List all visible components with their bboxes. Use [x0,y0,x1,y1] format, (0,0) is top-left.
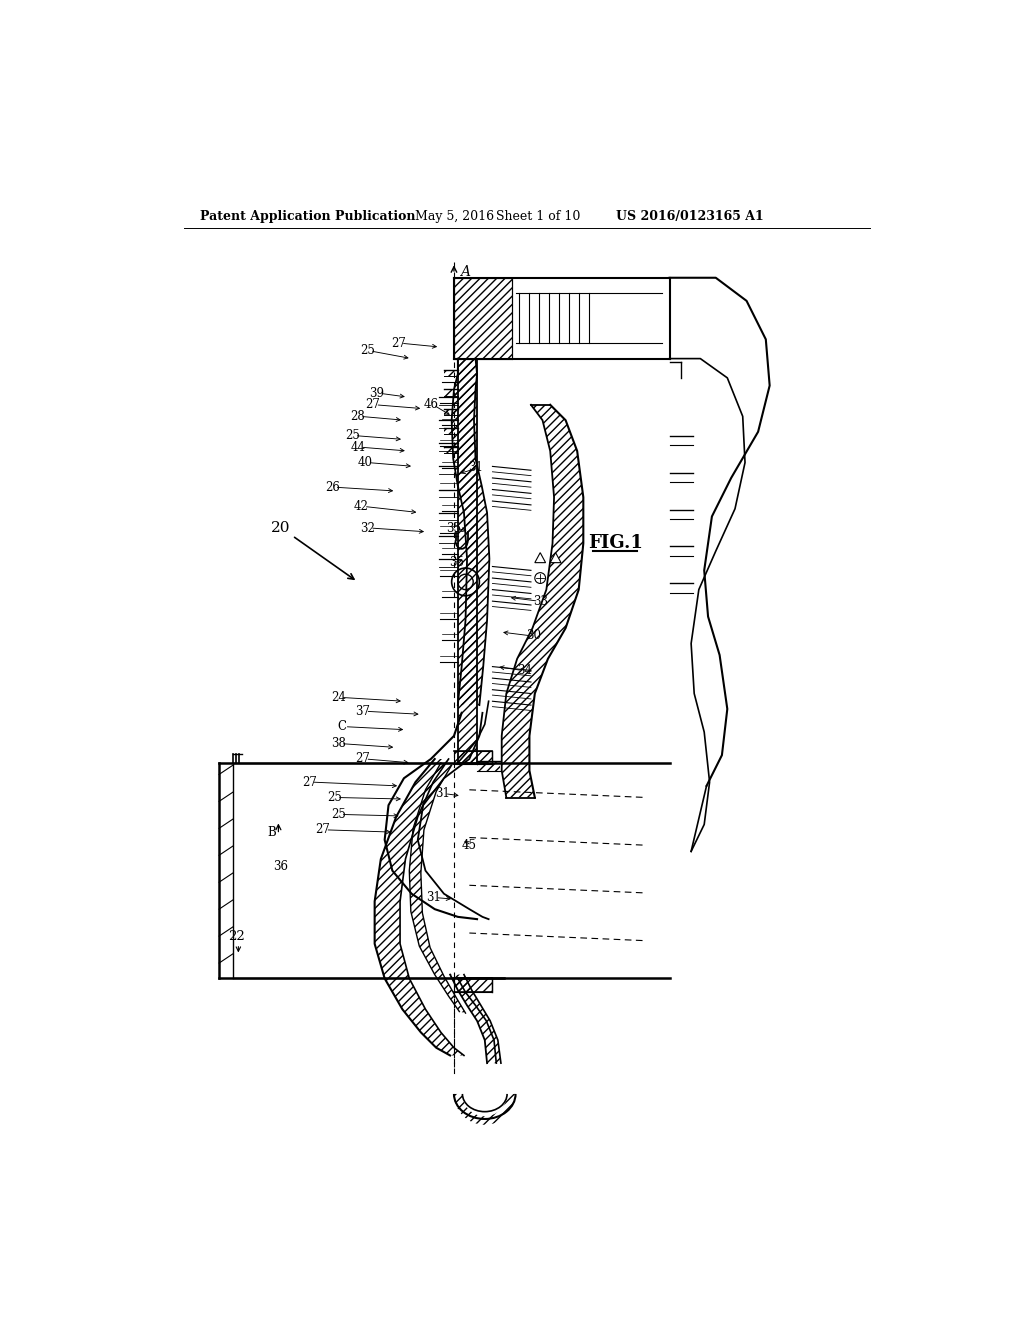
Text: B: B [267,825,275,838]
Text: FIG.1: FIG.1 [588,535,643,552]
Bar [454,277,512,359]
Text: 37: 37 [355,705,371,718]
Text: Patent Application Publication: Patent Application Publication [200,210,416,223]
Text: A: A [460,264,470,279]
Text: Sheet 1 of 10: Sheet 1 of 10 [497,210,581,223]
Text: 25: 25 [360,345,375,358]
Text: 31: 31 [426,891,440,904]
Bar [444,428,458,434]
Polygon shape [550,553,561,562]
Text: 34: 34 [517,664,532,677]
Text: 31: 31 [435,787,450,800]
Text: 32: 32 [360,521,375,535]
Circle shape [452,568,479,595]
Text: 39: 39 [370,387,384,400]
Bar [454,978,493,993]
Text: 36: 36 [273,861,288,874]
Text: 20: 20 [271,521,291,535]
Circle shape [458,574,473,590]
Text: 30: 30 [525,630,541,643]
Text: May 5, 2016: May 5, 2016 [416,210,495,223]
Bar [444,389,458,396]
Text: 27: 27 [302,776,316,788]
Circle shape [535,573,546,583]
Bar [477,762,500,771]
Text: 44: 44 [350,441,366,454]
Text: 27: 27 [391,337,406,350]
Text: 33: 33 [534,594,549,607]
Text: 25: 25 [328,791,342,804]
Text: 28: 28 [350,409,366,422]
Text: 38: 38 [331,737,346,750]
Text: US 2016/0123165 A1: US 2016/0123165 A1 [615,210,764,223]
Text: 27: 27 [355,752,371,766]
Text: 35: 35 [446,521,462,535]
Text: 27: 27 [315,824,331,837]
Text: C: C [338,721,347,733]
Text: 40: 40 [358,455,373,469]
Bar [454,751,493,764]
Text: 27: 27 [366,399,381,412]
Text: 26: 26 [325,480,340,494]
Text: 45: 45 [462,838,477,851]
Bar [458,359,477,763]
Text: 42: 42 [354,500,369,513]
Text: 22: 22 [228,929,245,942]
Bar [444,409,458,414]
Text: 25: 25 [345,429,359,442]
Text: 35: 35 [449,556,464,569]
Polygon shape [535,553,546,562]
Bar [444,370,458,376]
Text: 24: 24 [331,690,346,704]
Text: 46: 46 [423,399,438,412]
Bar [444,447,458,453]
Text: 31: 31 [468,462,483,474]
Text: 25: 25 [331,808,346,821]
